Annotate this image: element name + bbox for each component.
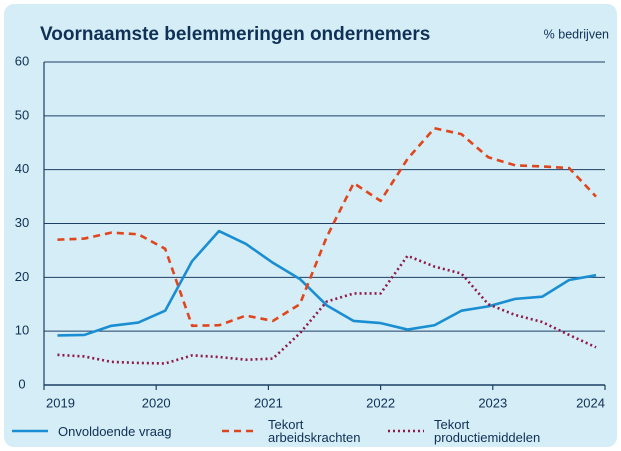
x-tick-label: 2020 [142,395,171,410]
x-tick-label: 2023 [478,395,507,410]
y-tick-label: 30 [15,215,29,230]
y-axis-label: % bedrijven [544,27,609,41]
y-tick-label: 20 [15,269,29,284]
x-tick-label: 2024 [576,395,605,410]
series-line [57,126,597,328]
y-tick-label: 40 [15,161,29,176]
x-tick-label: 2022 [366,395,395,410]
chart-panel: Voornaamste belemmeringen ondernemers % … [4,4,617,447]
series-line [57,229,597,337]
x-tick-label: 2019 [46,395,75,410]
x-tick-label: 2021 [254,395,283,410]
y-tick-label: 50 [15,107,29,122]
series-line [57,254,597,365]
legend-label: Tekort productiemiddelen [434,417,541,445]
legend-label: Onvoldoende vraag [58,424,172,439]
legend-label: Tekort arbeidskrachten [268,417,361,445]
y-tick-label: 10 [15,323,29,338]
y-tick-label: 60 [15,53,29,68]
y-tick-label: 0 [18,376,25,391]
chart-title: Voornaamste belemmeringen ondernemers [40,24,430,45]
chart: Voornaamste belemmeringen ondernemers % … [12,24,609,433]
